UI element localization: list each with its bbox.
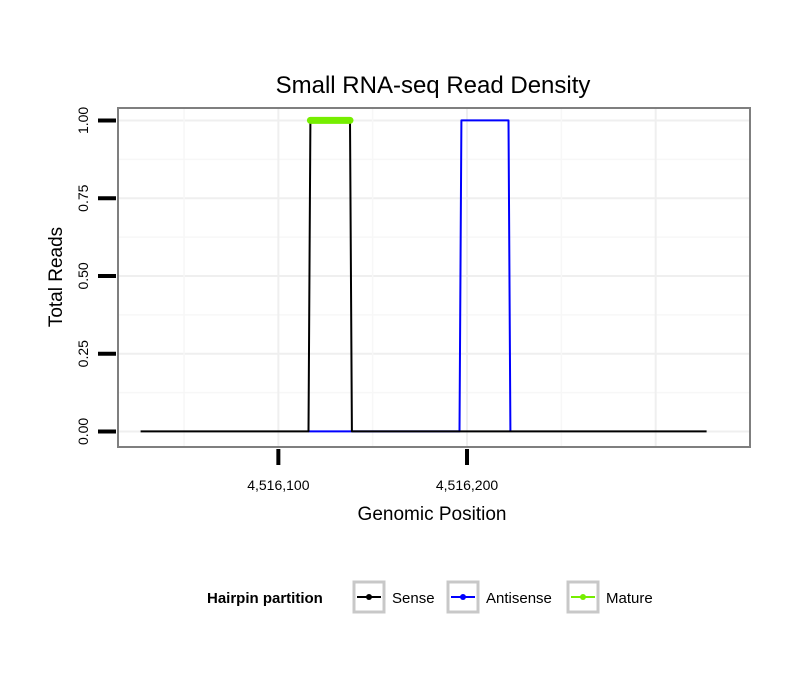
plot-border: [117, 107, 751, 448]
legend-swatch-point: [366, 594, 372, 600]
y-axis: 0.00 0.25 0.50 0.75 1.00: [75, 107, 116, 445]
legend: Hairpin partition Sense Antisense Mature: [207, 580, 653, 614]
y-tick-label: 0.25: [75, 340, 91, 367]
x-tick-label: 4,516,200: [436, 477, 498, 493]
y-tick-label: 0.00: [75, 418, 91, 445]
y-axis-label: Total Reads: [46, 227, 67, 327]
legend-title: Hairpin partition: [207, 590, 323, 607]
series-group: [140, 116, 707, 433]
legend-label-antisense: Antisense: [486, 590, 552, 607]
x-tick-label: 4,516,100: [247, 477, 309, 493]
series-line-antisense: [308, 119, 512, 433]
x-axis-label: Genomic Position: [358, 504, 507, 525]
legend-swatch-point: [460, 594, 466, 600]
chart-title: Small RNA-seq Read Density: [276, 72, 591, 99]
y-tick-label: 0.75: [75, 184, 91, 211]
y-tick-label: 1.00: [75, 107, 91, 134]
legend-swatch-point: [580, 594, 586, 600]
legend-label-sense: Sense: [392, 590, 435, 607]
grid: [118, 108, 750, 447]
x-axis: 4,516,100 4,516,200: [247, 449, 498, 493]
legend-label-mature: Mature: [606, 590, 653, 607]
y-tick-label: 0.50: [75, 262, 91, 289]
